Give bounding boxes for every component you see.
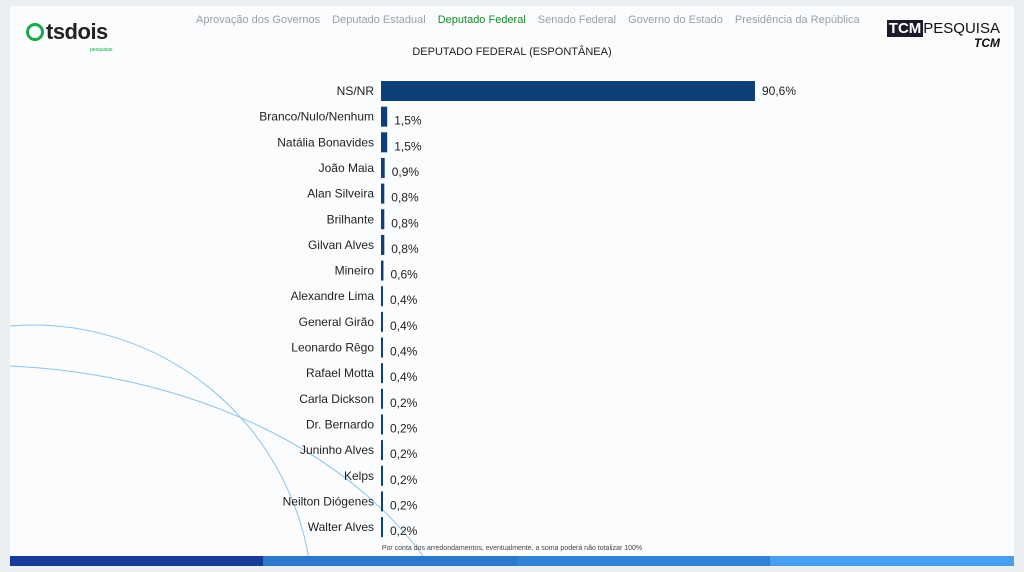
value-label: 1,5% (394, 139, 422, 153)
tcm-logo-sub: TCM (974, 36, 1000, 50)
bar (381, 106, 388, 127)
value-label: 0,8% (391, 216, 419, 230)
value-label: 0,4% (390, 345, 418, 359)
category-label: Walter Alves (308, 520, 374, 534)
value-label: 0,6% (390, 268, 418, 282)
value-label: 0,2% (390, 421, 418, 435)
value-label: 0,2% (390, 524, 418, 538)
decorative-arc (10, 365, 431, 566)
bar-chart: NS/NR 90,6% Branco/Nulo/Nenhum 1,5% Natália … (10, 81, 796, 566)
value-label: 1,5% (394, 114, 422, 128)
bar (381, 81, 755, 101)
footer-stripe (770, 556, 1014, 566)
bar (381, 465, 383, 486)
logo-sub: pesquisas (90, 47, 113, 53)
value-label: 0,4% (390, 319, 418, 333)
bar (381, 183, 385, 204)
tcm-logo: TCM PESQUISA TCM (886, 20, 1000, 50)
tcm-logo-mark: TCM (886, 20, 924, 37)
bar (381, 491, 383, 512)
category-label: Natália Bonavides (277, 135, 374, 149)
report-card: NS/NR 90,6% Branco/Nulo/Nenhum 1,5% Natália … (10, 6, 1014, 566)
bar (381, 311, 383, 332)
value-label: 0,2% (390, 447, 418, 461)
category-label: Alan Silveira (307, 187, 374, 201)
value-label: 90,6% (762, 84, 796, 98)
value-label: 0,8% (391, 191, 419, 205)
tab-deputado-estadual[interactable]: Deputado Estadual (332, 14, 426, 26)
category-label: Rafael Motta (306, 366, 374, 380)
category-label: General Girão (299, 315, 375, 329)
bar (381, 517, 383, 538)
tab-governo-estado[interactable]: Governo do Estado (628, 14, 723, 26)
nav-tabs: Aprovação dos Governos Deputado Estadual… (196, 14, 860, 27)
value-label: 0,2% (390, 473, 418, 487)
bar (381, 260, 384, 281)
value-label: 0,4% (390, 293, 418, 307)
tcm-logo-text: PESQUISA (923, 20, 1000, 37)
bar (381, 337, 383, 358)
tab-deputado-federal[interactable]: Deputado Federal (437, 14, 526, 26)
logo-icon (26, 23, 44, 41)
bar (381, 157, 385, 178)
category-label: Kelps (344, 469, 374, 483)
bar (381, 388, 383, 409)
bar (381, 209, 385, 230)
logo-text: tsdois (46, 19, 108, 44)
bar (381, 363, 383, 384)
category-label: Dr. Bernardo (306, 417, 374, 431)
category-label: Alexandre Lima (291, 289, 375, 303)
category-label: Carla Dickson (299, 392, 374, 406)
footnote: Por conta dos arredondamentos, eventualm… (381, 545, 643, 552)
footer-stripe (10, 556, 263, 566)
value-label: 0,4% (390, 370, 418, 384)
category-label: Gilvan Alves (308, 238, 374, 252)
value-label: 0,2% (390, 396, 418, 410)
tab-aprovacao[interactable]: Aprovação dos Governos (196, 14, 321, 26)
category-label: Mineiro (335, 264, 375, 278)
bar (381, 234, 385, 255)
value-label: 0,8% (391, 242, 419, 256)
value-label: 0,9% (392, 165, 420, 179)
category-label: Brilhante (327, 212, 375, 226)
bar (381, 440, 383, 461)
tsdois-logo: tsdois pesquisas (26, 19, 113, 53)
bar (381, 286, 383, 307)
value-label: 0,2% (390, 498, 418, 512)
category-label: Juninho Alves (300, 443, 374, 457)
category-label: Neilton Diógenes (283, 494, 374, 508)
category-label: Branco/Nulo/Nenhum (259, 110, 374, 124)
decorative-arc (10, 324, 311, 566)
tab-presidencia[interactable]: Presidência da República (734, 14, 860, 26)
category-label: Leonardo Rêgo (291, 341, 374, 355)
tab-senado-federal[interactable]: Senado Federal (537, 14, 617, 26)
category-label: João Maia (319, 161, 375, 175)
category-label: NS/NR (337, 84, 375, 98)
chart-title: DEPUTADO FEDERAL (ESPONTÂNEA) (412, 46, 612, 58)
footer-stripe (263, 556, 517, 566)
bar (381, 414, 383, 435)
footer-stripe (517, 556, 770, 566)
bar (381, 132, 388, 153)
